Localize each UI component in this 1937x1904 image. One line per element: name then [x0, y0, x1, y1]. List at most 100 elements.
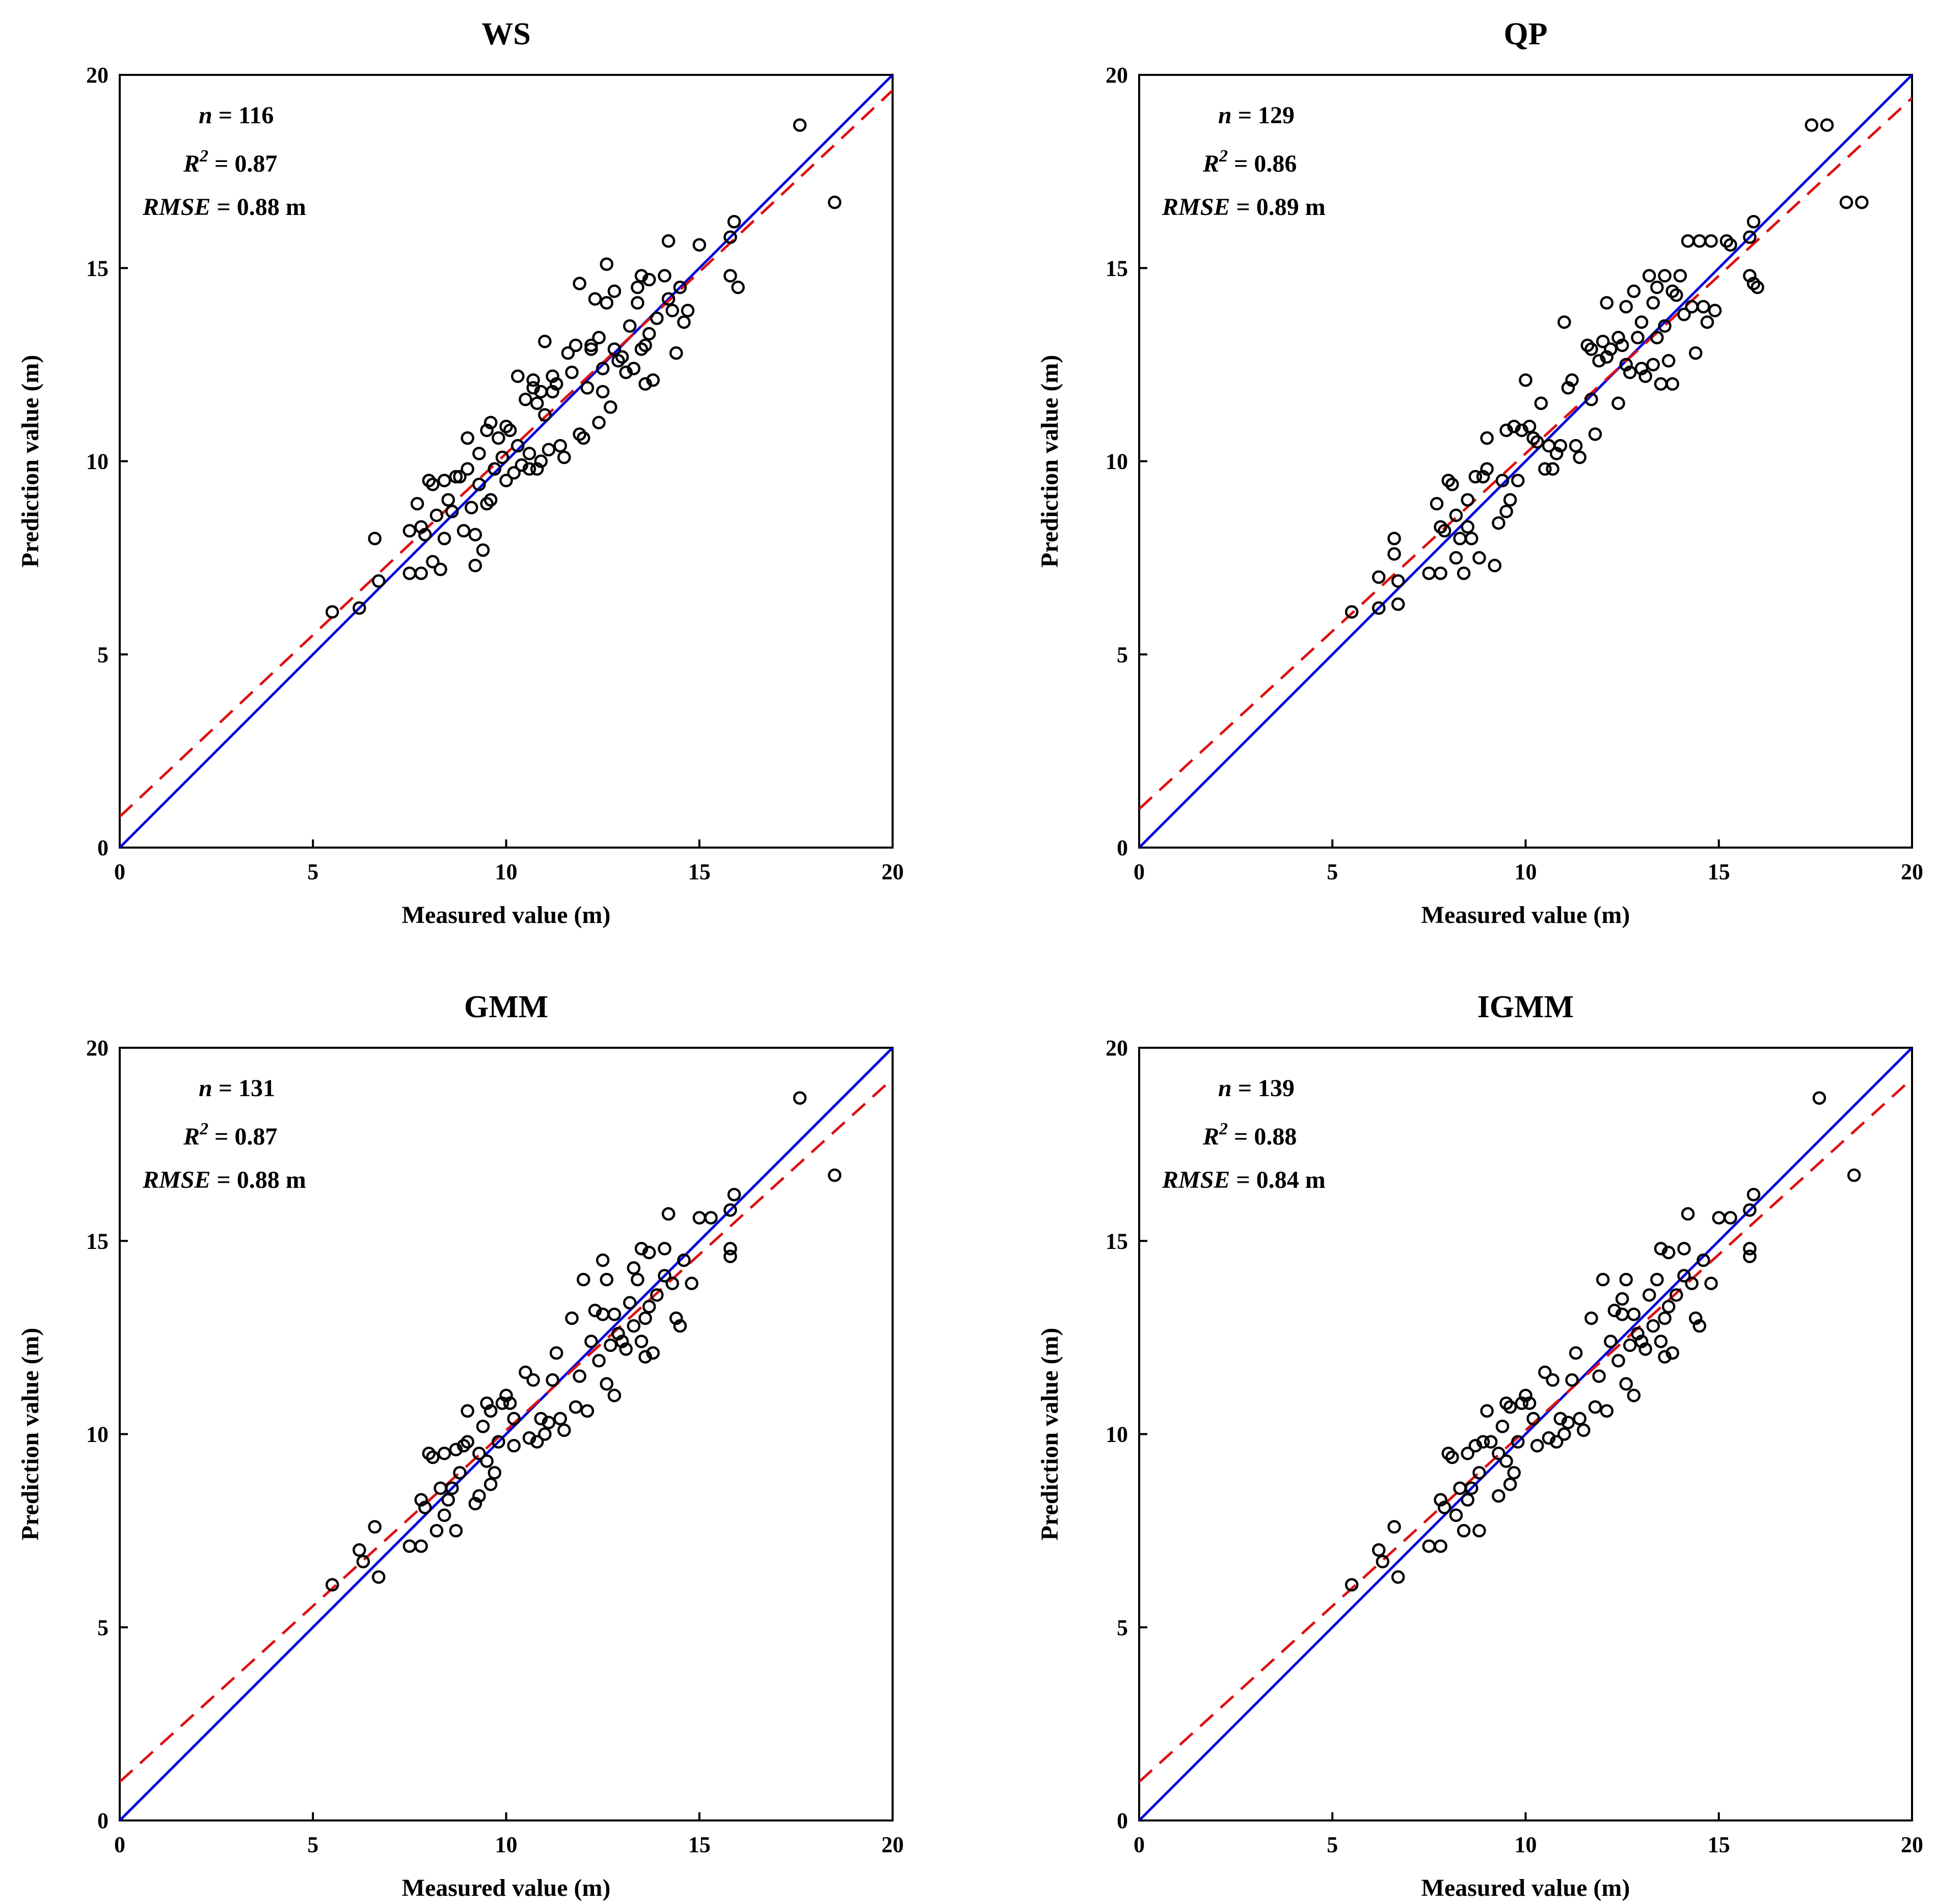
data-point [569, 338, 583, 352]
data-point [723, 230, 737, 244]
data-point [1596, 335, 1610, 348]
data-point [1495, 1420, 1510, 1433]
y-tick-label: 20 [86, 63, 109, 88]
data-point [1743, 1203, 1757, 1217]
data-point [642, 1245, 656, 1260]
data-point [402, 524, 417, 538]
x-axis-label: Measured value (m) [1421, 902, 1630, 929]
data-point [553, 1411, 567, 1426]
data-point [588, 1303, 602, 1318]
x-tick-label: 10 [495, 859, 518, 884]
data-point [638, 338, 652, 352]
stat-rmse: RMSE = 0.88 m [142, 1166, 306, 1193]
data-point [429, 1524, 444, 1538]
data-point [665, 1276, 679, 1290]
data-point [1530, 1439, 1544, 1453]
data-point [631, 1272, 644, 1287]
data-point [1685, 300, 1699, 314]
data-point [677, 1253, 691, 1267]
data-point [627, 362, 641, 375]
data-point [1697, 300, 1710, 314]
y-tick-label: 20 [86, 1036, 109, 1060]
data-point [1437, 1501, 1451, 1514]
stat-r2: R2 = 0.87 [183, 147, 277, 177]
data-point [472, 477, 486, 492]
data-point [727, 1187, 741, 1202]
data-point [619, 365, 633, 379]
y-tick-label: 20 [1106, 1036, 1128, 1060]
data-point [592, 416, 606, 429]
data-point [704, 1211, 718, 1225]
data-point [1565, 373, 1579, 387]
data-point [1484, 1435, 1498, 1449]
data-point [1623, 365, 1637, 379]
data-point [1650, 331, 1664, 345]
data-point [565, 365, 579, 379]
data-point [1646, 358, 1660, 372]
stat-r2: R2 = 0.86 [1202, 147, 1297, 177]
y-tick-label: 15 [1106, 1229, 1128, 1254]
data-point [1573, 1411, 1586, 1426]
data-point [1461, 1447, 1474, 1460]
stat-r2-superscript: 2 [199, 147, 208, 166]
data-point [1515, 1396, 1529, 1410]
data-point [584, 342, 598, 356]
data-point [1492, 1489, 1505, 1503]
stat-r2-value: = 0.87 [208, 1123, 277, 1150]
identity-line [1139, 1048, 1912, 1820]
x-tick-label: 0 [1134, 1832, 1145, 1857]
data-point [1472, 1524, 1486, 1538]
data-point [1677, 308, 1691, 321]
data-point [1434, 1539, 1447, 1553]
data-point [472, 1489, 486, 1503]
data-point [600, 1377, 613, 1391]
data-point [1673, 269, 1687, 283]
data-point [584, 338, 598, 352]
y-tick-label: 10 [86, 449, 109, 474]
data-point [827, 196, 842, 209]
data-point [1492, 516, 1505, 530]
data-point [456, 1439, 471, 1453]
data-point [646, 373, 660, 387]
stat-rmse-symbol: RMSE [142, 194, 210, 221]
stat-n-value: = 116 [212, 102, 274, 129]
data-point [661, 1207, 676, 1221]
data-point [437, 1447, 451, 1460]
data-point [1468, 1439, 1483, 1453]
data-point [461, 1435, 474, 1449]
data-point [461, 1404, 474, 1418]
stat-rmse-value: = 0.89 m [1230, 194, 1325, 221]
data-point [596, 1253, 610, 1267]
x-axis-label: Measured value (m) [1421, 1874, 1630, 1901]
stat-n-value: = 129 [1232, 102, 1295, 129]
y-tick-label: 15 [1106, 256, 1128, 281]
data-point [692, 1211, 706, 1225]
data-point [1611, 331, 1625, 345]
data-point [449, 1524, 463, 1538]
data-point [1372, 1543, 1386, 1557]
data-point [573, 1369, 586, 1383]
stat-n: n = 131 [199, 1075, 275, 1102]
data-point [1661, 1299, 1676, 1314]
data-point [673, 1319, 687, 1333]
data-point [1588, 1400, 1602, 1414]
data-point [1344, 605, 1359, 619]
data-point [495, 450, 509, 465]
data-point [1422, 1539, 1436, 1553]
data-point [461, 462, 474, 476]
stat-n-symbol: n [199, 102, 212, 129]
data-point [1480, 431, 1494, 445]
stat-rmse-value: = 0.84 m [1230, 1166, 1325, 1193]
x-tick-label: 15 [1708, 859, 1730, 884]
data-point [1746, 214, 1761, 229]
data-point [1391, 574, 1405, 588]
regression-fit-line [120, 1077, 893, 1783]
stat-rmse-symbol: RMSE [1162, 194, 1230, 221]
data-point [483, 1477, 498, 1491]
data-point [1515, 423, 1529, 438]
data-point [1627, 1308, 1641, 1321]
chart-title: QP [1503, 17, 1547, 51]
data-point [685, 1276, 698, 1290]
data-point [1453, 531, 1467, 546]
data-point [441, 493, 455, 507]
